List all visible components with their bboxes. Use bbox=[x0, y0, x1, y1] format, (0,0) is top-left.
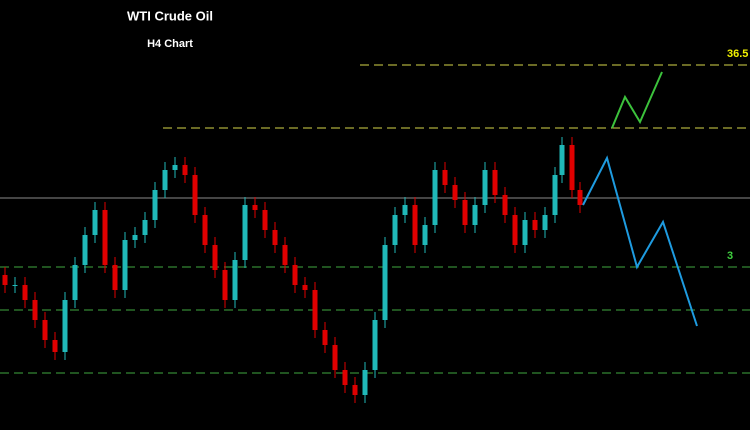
candle-body bbox=[12, 285, 18, 286]
candle-body bbox=[122, 240, 128, 290]
candle-body bbox=[382, 245, 388, 320]
candle-body bbox=[372, 320, 378, 370]
candle-body bbox=[292, 265, 298, 285]
projection-line bbox=[611, 71, 663, 129]
candle-body bbox=[92, 210, 98, 235]
candle-body bbox=[552, 175, 558, 215]
candle-body bbox=[152, 190, 158, 220]
candle-body bbox=[412, 205, 418, 245]
candle-body bbox=[142, 220, 148, 235]
candle-body bbox=[332, 345, 338, 370]
candle-body bbox=[232, 260, 238, 300]
candle-body bbox=[82, 235, 88, 265]
candle-body bbox=[182, 165, 188, 175]
chart-title: WTI Crude Oil bbox=[127, 8, 213, 23]
candle-body bbox=[192, 175, 198, 215]
candle-body bbox=[282, 245, 288, 265]
candle-body bbox=[312, 290, 318, 330]
candle-body bbox=[132, 235, 138, 240]
candle-body bbox=[559, 145, 565, 175]
candle-body bbox=[302, 285, 308, 290]
candle-body bbox=[502, 195, 508, 215]
candle-body bbox=[102, 210, 108, 265]
candle-body bbox=[52, 340, 58, 352]
candle-body bbox=[392, 215, 398, 245]
candle-body bbox=[512, 215, 518, 245]
candle-body bbox=[432, 170, 438, 225]
candle-body bbox=[522, 220, 528, 245]
candle-body bbox=[172, 165, 178, 170]
candle-body bbox=[272, 230, 278, 245]
candle-body bbox=[452, 185, 458, 200]
candle-body bbox=[212, 245, 218, 270]
candle-body bbox=[72, 265, 78, 300]
candle-body bbox=[112, 265, 118, 290]
candle-body bbox=[442, 170, 448, 185]
candle-body bbox=[342, 370, 348, 385]
candle-body bbox=[542, 215, 548, 230]
candle-body bbox=[242, 205, 248, 260]
candle-body bbox=[462, 200, 468, 225]
candle-body bbox=[492, 170, 498, 195]
candle-body bbox=[62, 300, 68, 352]
chart-subtitle: H4 Chart bbox=[147, 38, 193, 50]
candle-body bbox=[322, 330, 328, 345]
projection-line bbox=[582, 155, 698, 327]
candle-body bbox=[252, 205, 258, 210]
candle-body bbox=[577, 190, 583, 205]
candle-body bbox=[202, 215, 208, 245]
candle-body bbox=[532, 220, 538, 230]
candle-body bbox=[362, 370, 368, 395]
candle-body bbox=[162, 170, 168, 190]
candle-body bbox=[472, 205, 478, 225]
candle-body bbox=[222, 270, 228, 300]
candle-body bbox=[402, 205, 408, 215]
candle-body bbox=[2, 275, 8, 285]
candle-body bbox=[422, 225, 428, 245]
level-label: 36.5 bbox=[727, 48, 748, 60]
candle-body bbox=[482, 170, 488, 205]
candle-body bbox=[32, 300, 38, 320]
candle-body bbox=[352, 385, 358, 395]
level-label: 3 bbox=[727, 250, 733, 262]
candle-body bbox=[22, 285, 28, 300]
candle-body bbox=[262, 210, 268, 230]
candle-body bbox=[569, 145, 575, 190]
candle-body bbox=[42, 320, 48, 340]
